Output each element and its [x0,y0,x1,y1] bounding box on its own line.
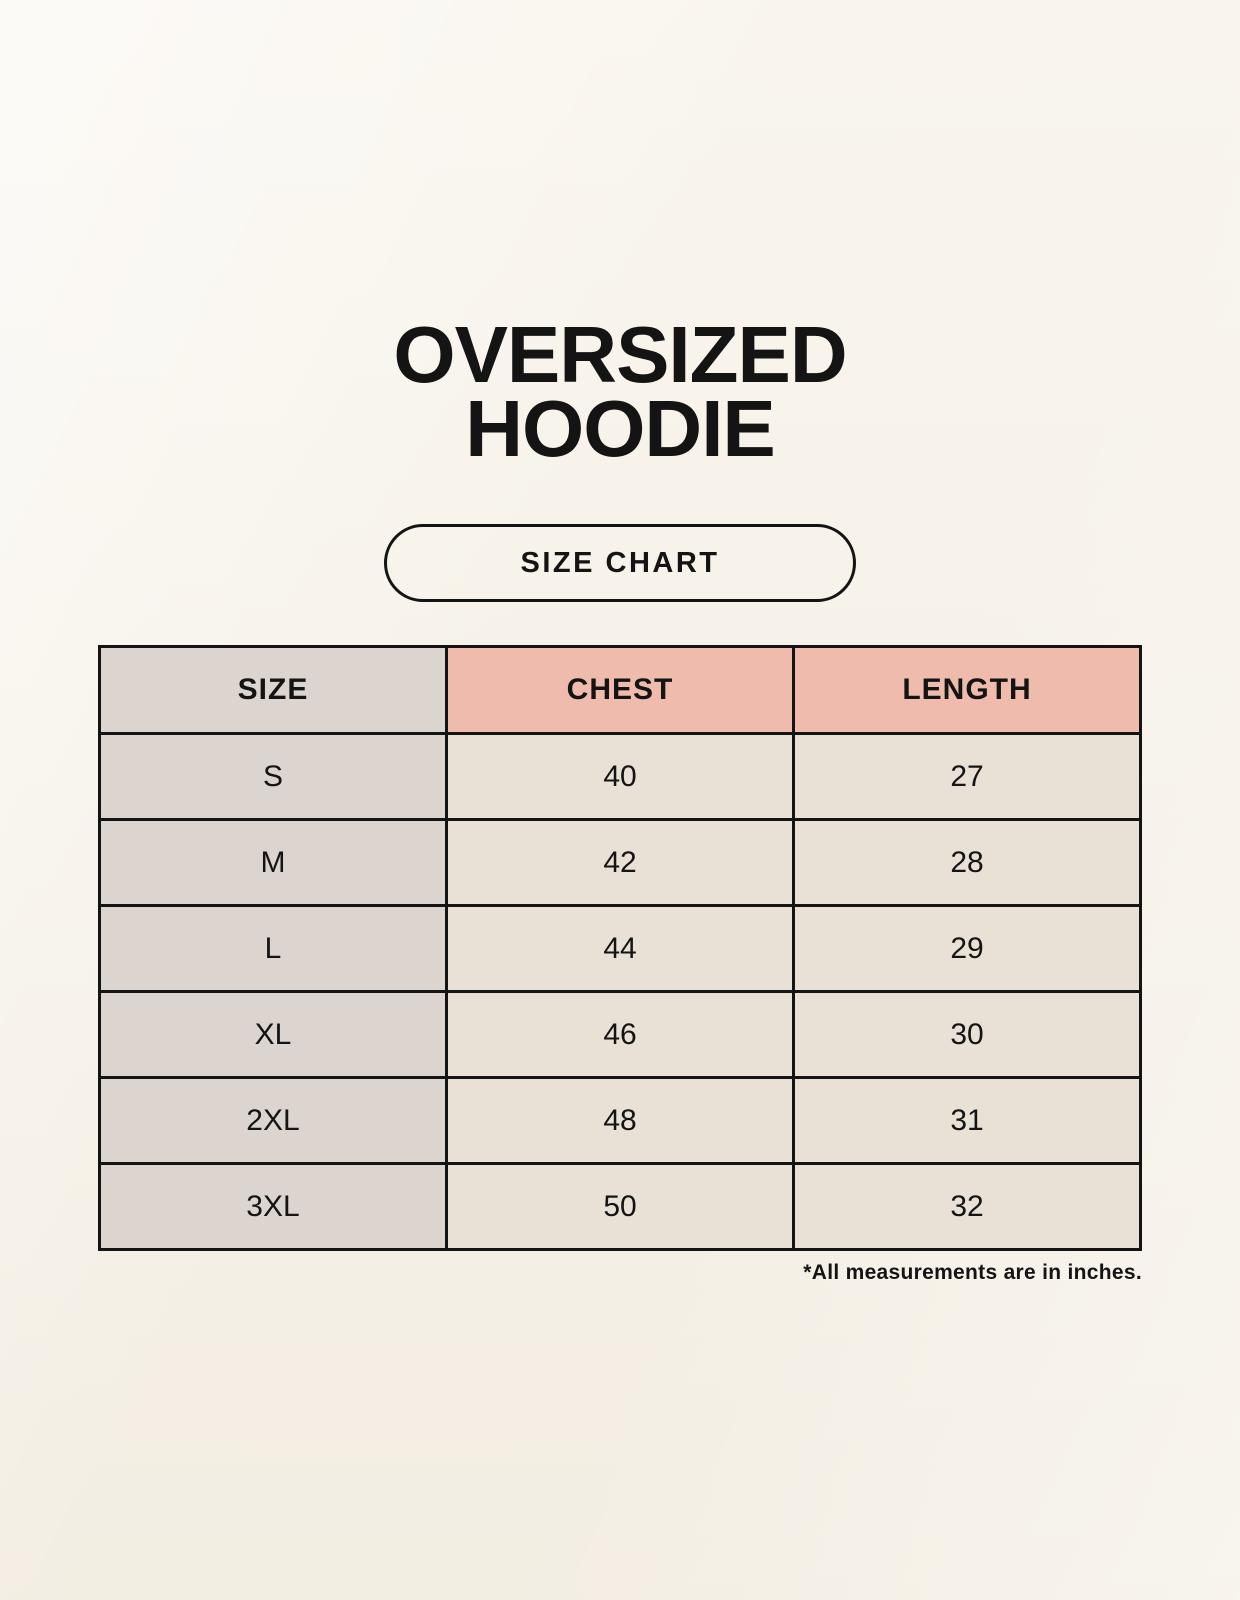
size-chart-button-label: SIZE CHART [520,546,720,579]
column-header-size: SIZE [98,645,448,735]
table-row-s: S 40 27 [98,732,1142,821]
table-header-row: SIZE CHEST LENGTH [98,645,1142,735]
size-label: M [98,818,448,907]
column-header-length: LENGTH [792,645,1142,735]
chest-value: 50 [445,1162,795,1251]
length-value: 31 [792,1076,1142,1165]
chest-value: 42 [445,818,795,907]
chest-value: 44 [445,904,795,993]
size-label: XL [98,990,448,1079]
table-row-m: M 42 28 [98,818,1142,907]
size-label: L [98,904,448,993]
length-value: 30 [792,990,1142,1079]
table-row-l: L 44 29 [98,904,1142,993]
size-label: S [98,732,448,821]
chest-value: 48 [445,1076,795,1165]
length-value: 32 [792,1162,1142,1251]
page-title: OVERSIZED HOODIE [0,310,1240,473]
length-value: 28 [792,818,1142,907]
chest-value: 46 [445,990,795,1079]
measurements-footnote: *All measurements are in inches. [803,1261,1142,1284]
size-table: SIZE CHEST LENGTH S 40 27 M 42 28 L 44 2… [98,645,1142,1251]
chest-value: 40 [445,732,795,821]
length-value: 29 [792,904,1142,993]
length-value: 27 [792,732,1142,821]
table-row-3xl: 3XL 50 32 [98,1162,1142,1251]
column-header-chest: CHEST [445,645,795,735]
page-title-line2: HOODIE [465,384,776,473]
table-row-xl: XL 46 30 [98,990,1142,1079]
size-chart-button[interactable]: SIZE CHART [384,524,856,602]
page-title-line1: OVERSIZED [393,310,847,399]
size-label: 3XL [98,1162,448,1251]
table-row-2xl: 2XL 48 31 [98,1076,1142,1165]
size-label: 2XL [98,1076,448,1165]
